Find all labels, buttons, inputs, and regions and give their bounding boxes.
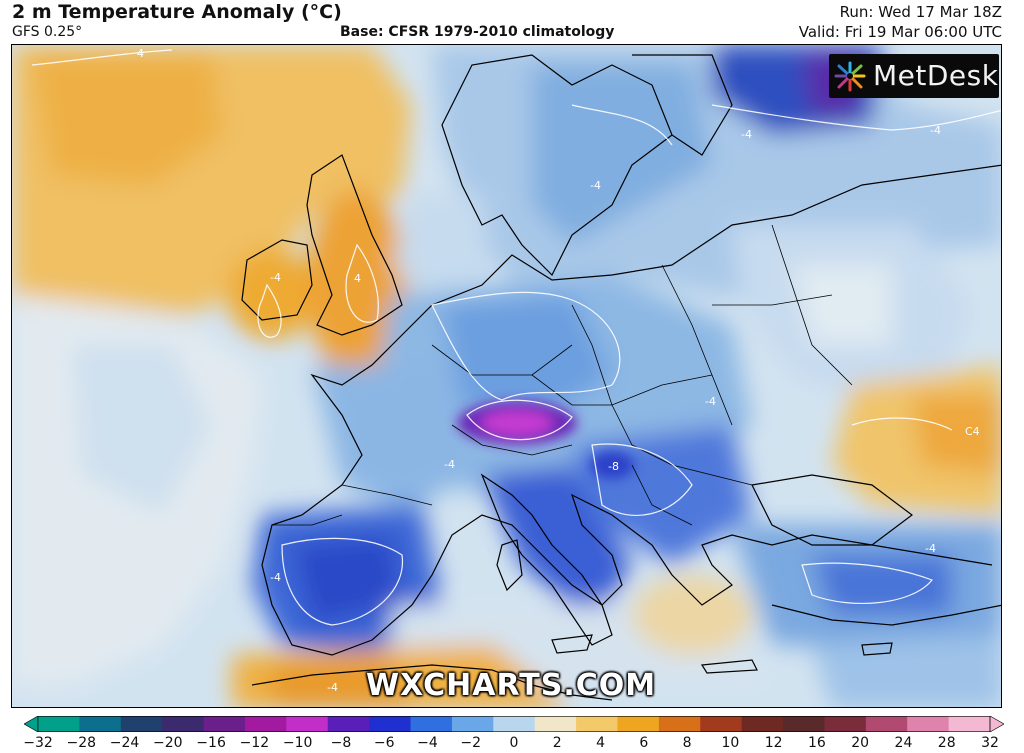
colorbar-segment bbox=[783, 716, 825, 732]
colorbar-tick-label: −8 bbox=[330, 735, 352, 751]
run-label: Run: Wed 17 Mar 18Z bbox=[839, 3, 1002, 21]
contour-label-britain: 4 bbox=[354, 272, 361, 285]
contour-label-alps: -4 bbox=[444, 458, 455, 471]
colorbar-segment bbox=[700, 716, 743, 732]
colorbar-segment bbox=[907, 716, 950, 732]
colorbar-segment bbox=[203, 716, 246, 732]
colorbar-tick-label: 32 bbox=[981, 735, 999, 751]
colorbar-segment bbox=[369, 716, 412, 732]
map-canvas: 4 -4 4 -4 -4 -4 -4 -4 -8 -4 -4 -4 C4 bbox=[12, 45, 1001, 707]
colorbar-tick-label: 20 bbox=[851, 735, 870, 751]
colorbar-segment bbox=[865, 716, 908, 732]
valid-time-label: Valid: Fri 19 Mar 06:00 UTC bbox=[798, 23, 1002, 41]
colorbar-tick-label: 8 bbox=[682, 735, 692, 751]
contour-label-finland: -4 bbox=[741, 128, 752, 141]
colorbar-segments bbox=[24, 716, 1004, 732]
colorbar-tick-labels: −32 −28 −24 −20 −16 −12 −10 −8 −6 −4 −2 0 2 4 6 8 10 12 16… bbox=[0, 735, 1024, 753]
colorbar-tick-label: −4 bbox=[417, 735, 438, 751]
chart-title: 2 m Temperature Anomaly (°C) bbox=[12, 1, 342, 23]
contour-label-baltic-east: -4 bbox=[930, 124, 941, 137]
colorbar-tick-label: 10 bbox=[721, 735, 740, 751]
contour-label-balkans: -4 bbox=[705, 395, 716, 408]
metdesk-logo-text: MetDesk bbox=[873, 59, 999, 92]
contour-label-turkey: -4 bbox=[925, 542, 936, 555]
colorbar-segment bbox=[617, 716, 660, 732]
colorbar bbox=[24, 716, 1004, 732]
colorbar-outline bbox=[37, 716, 991, 732]
contour-label-ireland: -4 bbox=[270, 271, 281, 284]
colorbar-segment bbox=[327, 716, 370, 732]
contour-label-group: 4 -4 4 -4 -4 -4 -4 -4 -8 -4 -4 -4 C4 bbox=[137, 47, 980, 694]
colorbar-tick-label: −28 bbox=[66, 735, 97, 751]
colorbar-segment bbox=[948, 716, 991, 732]
anomaly-map: 4 -4 4 -4 -4 -4 -4 -4 -8 -4 -4 -4 C4 bbox=[11, 44, 1002, 708]
wxcharts-watermark: WXCHARTS.COM bbox=[366, 668, 657, 703]
colorbar-tick-label: −20 bbox=[153, 735, 183, 751]
colorbar-tick-label: 4 bbox=[596, 735, 605, 751]
model-label: GFS 0.25° bbox=[12, 24, 83, 40]
colorbar-min-arrow bbox=[24, 716, 39, 732]
colorbar-tick-label: −2 bbox=[460, 735, 482, 751]
colorbar-tick-label: 12 bbox=[764, 735, 783, 751]
colorbar-segment bbox=[79, 716, 122, 732]
country-borders bbox=[272, 224, 853, 526]
colorbar-tick-label: −16 bbox=[196, 735, 226, 751]
metdesk-logo: MetDesk bbox=[829, 54, 999, 98]
colorbar-tick-label: 2 bbox=[552, 735, 562, 751]
contour-label-russia-east: C4 bbox=[965, 425, 980, 438]
colorbar-tick-label: 16 bbox=[807, 735, 826, 751]
contour-lines bbox=[31, 49, 1001, 626]
colorbar-max-arrow bbox=[989, 716, 1004, 732]
metdesk-burst-icon bbox=[834, 61, 866, 92]
colorbar-segment bbox=[286, 716, 329, 732]
colorbar-segment bbox=[576, 716, 618, 732]
alps-cold-core bbox=[457, 401, 634, 479]
colorbar-tick-label: −12 bbox=[239, 735, 270, 751]
colorbar-tick-label: −32 bbox=[23, 735, 53, 751]
colorbar-tick-label: −10 bbox=[282, 735, 313, 751]
colorbar-segment bbox=[534, 716, 577, 732]
colorbar-tick-label: 0 bbox=[509, 735, 519, 751]
colorbar-segment bbox=[38, 716, 80, 732]
coastlines bbox=[241, 54, 1001, 701]
colorbar-segment bbox=[658, 716, 701, 732]
colorbar-segment bbox=[410, 716, 453, 732]
chart-header: 2 m Temperature Anomaly (°C) GFS 0.25° B… bbox=[0, 0, 1024, 44]
colorbar-segment bbox=[120, 716, 163, 732]
colorbar-segment bbox=[162, 716, 205, 732]
colorbar-tick-label: −24 bbox=[109, 735, 140, 751]
colorbar-tick-label: −6 bbox=[373, 735, 395, 751]
contour-label-bosnia: -8 bbox=[608, 460, 619, 473]
base-climatology-label: Base: CFSR 1979-2010 climatology bbox=[340, 24, 615, 40]
contour-label-scandinavia: -4 bbox=[590, 179, 601, 192]
colorbar-segment bbox=[493, 716, 536, 732]
contour-label-north-africa: -4 bbox=[327, 681, 338, 694]
colorbar-segment bbox=[244, 716, 287, 732]
colorbar-segment bbox=[451, 716, 494, 732]
colorbar-tick-label: 24 bbox=[894, 735, 913, 751]
contour-label-atlantic-north: 4 bbox=[137, 47, 144, 60]
anomaly-field bbox=[12, 45, 1001, 707]
colorbar-tick-label: 6 bbox=[639, 735, 649, 751]
colorbar-segment bbox=[741, 716, 784, 732]
contour-label-iberia: -4 bbox=[270, 571, 281, 584]
colorbar-tick-label: 28 bbox=[937, 735, 956, 751]
colorbar-segment bbox=[824, 716, 867, 732]
